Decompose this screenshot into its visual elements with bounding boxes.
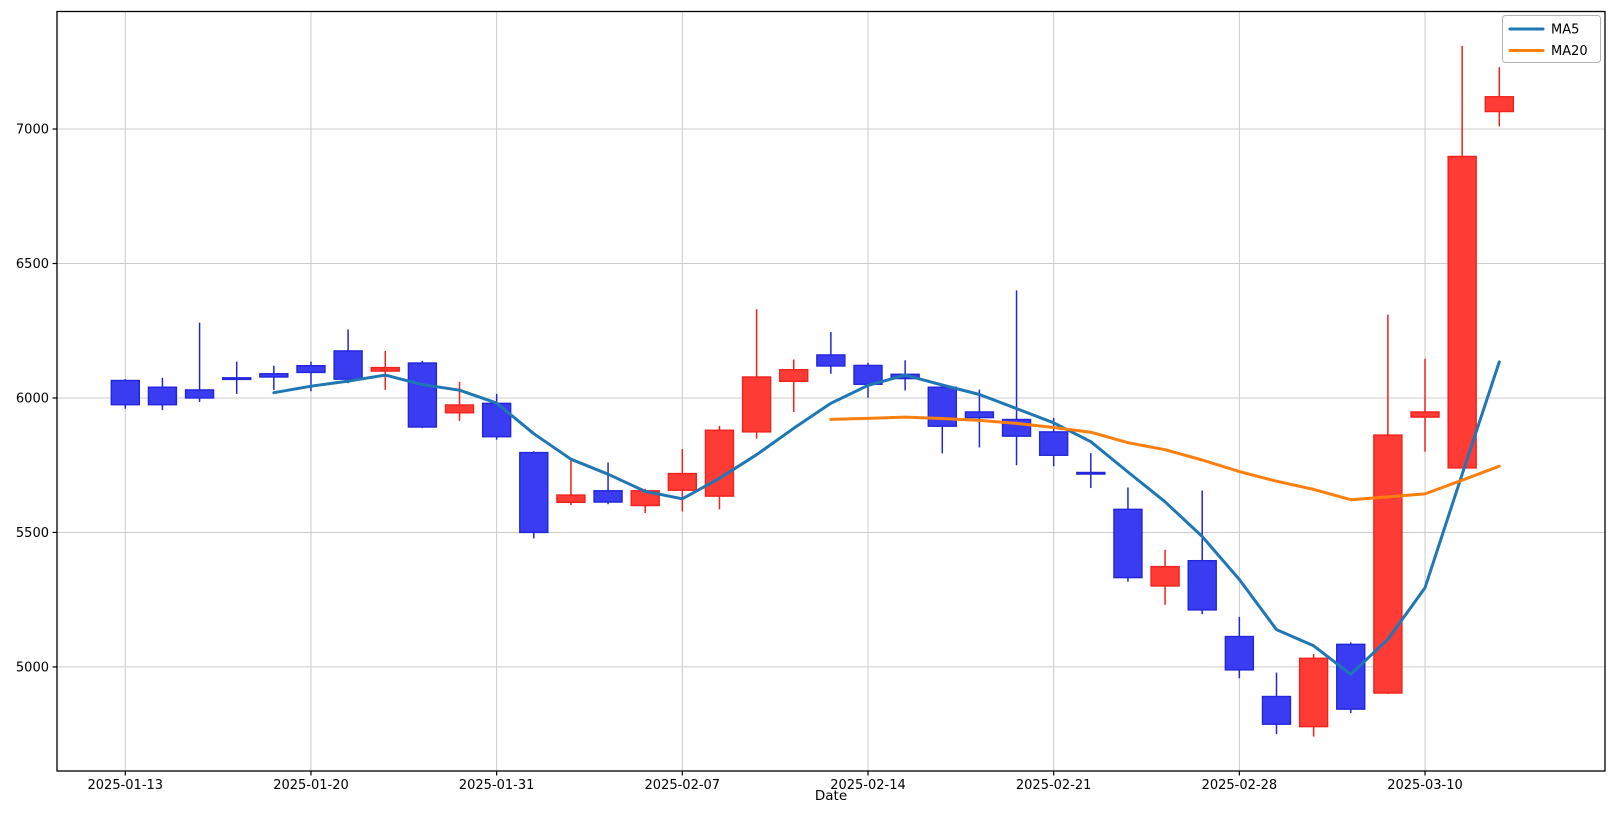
candle	[519, 451, 549, 539]
candle-body	[741, 376, 772, 433]
candle	[1001, 290, 1032, 466]
candle	[1298, 654, 1329, 737]
candle	[667, 449, 698, 512]
candle	[779, 359, 809, 412]
candle-body	[407, 362, 438, 428]
candle-body	[964, 411, 995, 419]
plot-border	[56, 10, 1606, 772]
candle	[1113, 487, 1143, 582]
y-tick-label: 6000	[16, 391, 49, 406]
axis-layer: 5000 5500 6000 6500 7000 2025-01-13 2025-01-20…	[16, 10, 1606, 793]
candle	[816, 332, 846, 374]
candle-body	[1187, 559, 1217, 611]
candle-body	[1038, 431, 1069, 456]
candle	[1336, 642, 1366, 714]
legend-ma5-label: MA5	[1551, 23, 1579, 38]
candle-body	[704, 429, 735, 497]
x-tick-label: 2025-02-28	[1202, 778, 1278, 793]
x-tick-label: 2025-02-07	[645, 778, 721, 793]
candle-body	[222, 377, 252, 381]
candle	[1224, 616, 1255, 679]
candle	[110, 379, 141, 409]
candle-body	[556, 494, 586, 504]
candle	[1261, 672, 1292, 735]
candle-body	[816, 354, 846, 367]
ma5-line	[272, 360, 1501, 676]
candle-body	[779, 369, 809, 382]
candle	[1447, 45, 1477, 469]
candle-body	[1113, 508, 1143, 579]
candle-body	[1410, 411, 1440, 418]
y-tick-label: 5500	[16, 526, 49, 541]
candle-body	[1298, 657, 1329, 728]
candle-body	[1076, 471, 1106, 475]
candle	[1150, 549, 1180, 605]
candle	[259, 365, 289, 390]
y-tick-label: 5000	[16, 660, 49, 675]
x-tick-label: 2025-01-20	[273, 778, 349, 793]
candle-body	[147, 386, 178, 406]
candle-body	[1224, 635, 1255, 671]
x-tick-label: 2025-01-31	[459, 778, 535, 793]
y-tick-label: 7000	[16, 123, 49, 138]
candle-body	[1373, 434, 1403, 694]
candle-body	[1447, 155, 1477, 469]
candle-body	[444, 404, 475, 414]
candle	[444, 381, 475, 421]
candle-body	[110, 379, 141, 406]
candle	[1038, 417, 1069, 467]
candle-body	[519, 451, 549, 534]
ma-lines-layer	[272, 360, 1501, 676]
candle-body	[1261, 695, 1292, 725]
candle	[593, 462, 623, 505]
candle-body	[1336, 643, 1366, 710]
candle	[556, 459, 586, 506]
candle	[407, 360, 438, 429]
candle	[333, 329, 363, 384]
x-tick-label: 2025-01-13	[88, 778, 164, 793]
candle-body	[259, 373, 289, 378]
candle	[222, 361, 252, 394]
candle	[370, 350, 400, 390]
candle	[704, 425, 735, 510]
candle	[184, 322, 215, 403]
x-tick-label: 2025-03-10	[1387, 778, 1463, 793]
candle-body	[481, 402, 512, 438]
candle-body	[184, 389, 215, 399]
candle-body	[333, 350, 363, 380]
candle-body	[593, 490, 623, 503]
candle	[1410, 358, 1440, 452]
candle-body	[667, 472, 698, 491]
x-axis-title: Date	[815, 788, 847, 804]
candle	[1187, 490, 1217, 615]
y-tick-label: 6500	[16, 257, 49, 272]
legend-ma20-label: MA20	[1551, 44, 1588, 59]
x-tick-label: 2025-02-21	[1016, 778, 1092, 793]
candle-body	[1484, 96, 1514, 113]
candle-body	[1150, 565, 1180, 587]
candle	[964, 389, 995, 448]
candle	[853, 362, 883, 398]
legend: MA5 MA20	[1502, 15, 1601, 63]
ma20-line	[829, 415, 1501, 502]
candle	[147, 377, 178, 411]
candle-body	[370, 366, 400, 372]
x-tick-label: 2025-02-14	[830, 778, 906, 793]
candle	[1484, 67, 1514, 127]
candle	[1076, 453, 1106, 489]
candle-body	[296, 365, 326, 374]
candles-layer	[110, 45, 1514, 737]
candle	[741, 309, 772, 439]
